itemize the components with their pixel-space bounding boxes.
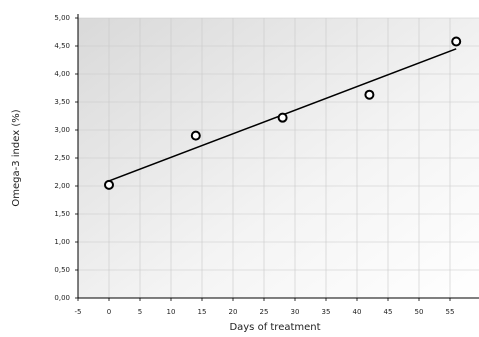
y-tick-label: 2,50 xyxy=(54,154,70,162)
x-tick-label: 10 xyxy=(167,308,176,316)
x-axis-title: Days of treatment xyxy=(229,322,320,333)
x-tick-label: 45 xyxy=(384,308,393,316)
x-tick-label: 5 xyxy=(138,308,142,316)
y-tick-label: 3,00 xyxy=(54,126,70,134)
y-tick-label: 4,50 xyxy=(54,42,70,50)
x-tick-label: 25 xyxy=(260,308,269,316)
y-tick-label: 1,50 xyxy=(54,210,70,218)
data-point xyxy=(104,179,114,190)
y-tick-label: 2,00 xyxy=(54,182,70,190)
data-point xyxy=(451,36,462,47)
x-tick-label: 30 xyxy=(291,308,300,316)
x-tick-label: 50 xyxy=(415,308,424,316)
y-tick-label: 0,00 xyxy=(54,294,70,302)
y-tick-label: 4,00 xyxy=(54,70,70,78)
y-tick-label: 0,50 xyxy=(54,266,70,274)
x-tick-label: 35 xyxy=(322,308,331,316)
y-tick-label: 1,00 xyxy=(54,238,70,246)
data-point xyxy=(277,112,288,123)
x-tick-label: 20 xyxy=(229,308,238,316)
y-axis-title: Omega-3 index (%) xyxy=(11,109,22,206)
x-tick-label: 15 xyxy=(198,308,207,316)
x-tick-label: 40 xyxy=(353,308,362,316)
data-point xyxy=(190,130,201,141)
x-tick-label: -5 xyxy=(75,308,82,316)
data-point xyxy=(364,89,375,100)
y-tick-label: 5,00 xyxy=(54,14,70,22)
x-tick-label: 55 xyxy=(446,308,455,316)
x-tick-label: 0 xyxy=(107,308,111,316)
y-tick-label: 3,50 xyxy=(54,98,70,106)
